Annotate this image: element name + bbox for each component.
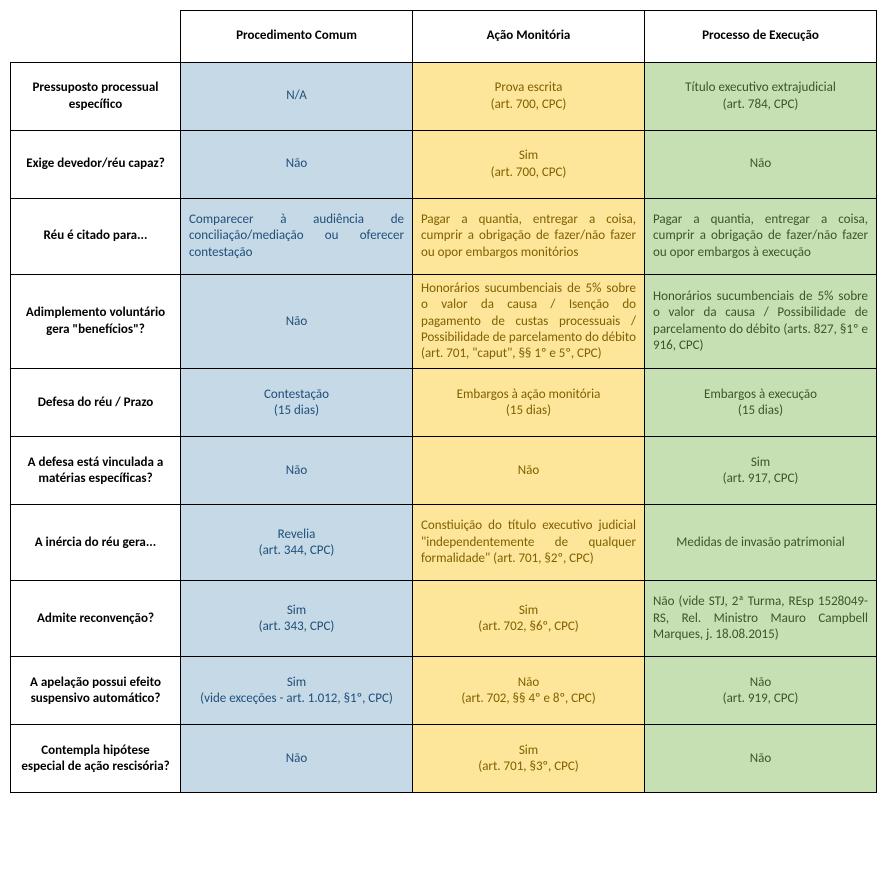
col-header-execucao: Processo de Execução [645, 11, 877, 63]
cell: Não [645, 725, 877, 793]
cell: Não(art. 919, CPC) [645, 657, 877, 725]
cell: Embargos à execução(15 dias) [645, 369, 877, 437]
cell: Sim(art. 917, CPC) [645, 437, 877, 505]
cell: Sim(art. 701, §3º, CPC) [413, 725, 645, 793]
row-label: Pressuposto processual específico [11, 63, 181, 131]
table-row: A inércia do réu gera... Revelia(art. 34… [11, 505, 877, 581]
cell: Título executivo extrajudicial(art. 784,… [645, 63, 877, 131]
comparison-table: Procedimento Comum Ação Monitória Proces… [10, 10, 877, 793]
cell: Pagar a quantia, entregar a coisa, cumpr… [413, 199, 645, 275]
cell: Não [181, 275, 413, 369]
table-row: A defesa está vinculada a matérias espec… [11, 437, 877, 505]
cell: N/A [181, 63, 413, 131]
cell: Não [181, 131, 413, 199]
cell: Sim(art. 700, CPC) [413, 131, 645, 199]
cell: Honorários sucumbenciais de 5% sobre o v… [645, 275, 877, 369]
row-label: A defesa está vinculada a matérias espec… [11, 437, 181, 505]
table-row: Defesa do réu / Prazo Contestação(15 dia… [11, 369, 877, 437]
row-label: Contempla hipótese especial de ação resc… [11, 725, 181, 793]
table-row: Admite reconvenção? Sim(art. 343, CPC) S… [11, 581, 877, 657]
cell: Constiuição do título executivo judicial… [413, 505, 645, 581]
cell: Não [181, 725, 413, 793]
cell: Pagar a quantia, entregar a coisa, cumpr… [645, 199, 877, 275]
row-label: A inércia do réu gera... [11, 505, 181, 581]
cell: Não [645, 131, 877, 199]
row-label: Réu é citado para... [11, 199, 181, 275]
cell: Medidas de invasão patrimonial [645, 505, 877, 581]
cell: Não [413, 437, 645, 505]
table-row: Pressuposto processual específico N/A Pr… [11, 63, 877, 131]
cell: Honorários sucumbenciais de 5% sobre o v… [413, 275, 645, 369]
cell: Sim(art. 343, CPC) [181, 581, 413, 657]
corner-cell [11, 11, 181, 63]
table-row: Réu é citado para... Comparecer à audiên… [11, 199, 877, 275]
cell: Contestação(15 dias) [181, 369, 413, 437]
cell: Revelia(art. 344, CPC) [181, 505, 413, 581]
cell: Não(art. 702, §§ 4º e 8º, CPC) [413, 657, 645, 725]
cell: Prova escrita(art. 700, CPC) [413, 63, 645, 131]
table-row: Contempla hipótese especial de ação resc… [11, 725, 877, 793]
row-label: Exige devedor/réu capaz? [11, 131, 181, 199]
cell: Sim(vide exceções - art. 1.012, §1º, CPC… [181, 657, 413, 725]
col-header-monitoria: Ação Monitória [413, 11, 645, 63]
cell: Comparecer à audiência de conciliação/me… [181, 199, 413, 275]
col-header-comum: Procedimento Comum [181, 11, 413, 63]
table-row: Adimplemento voluntário gera "benefícios… [11, 275, 877, 369]
header-row: Procedimento Comum Ação Monitória Proces… [11, 11, 877, 63]
row-label: Defesa do réu / Prazo [11, 369, 181, 437]
row-label: A apelação possui efeito suspensivo auto… [11, 657, 181, 725]
table-row: A apelação possui efeito suspensivo auto… [11, 657, 877, 725]
table-row: Exige devedor/réu capaz? Não Sim(art. 70… [11, 131, 877, 199]
row-label: Admite reconvenção? [11, 581, 181, 657]
row-label: Adimplemento voluntário gera "benefícios… [11, 275, 181, 369]
cell: Não (vide STJ, 2ª Turma, REsp 1528049-RS… [645, 581, 877, 657]
cell: Sim(art. 702, §6º, CPC) [413, 581, 645, 657]
cell: Não [181, 437, 413, 505]
cell: Embargos à ação monitória(15 dias) [413, 369, 645, 437]
